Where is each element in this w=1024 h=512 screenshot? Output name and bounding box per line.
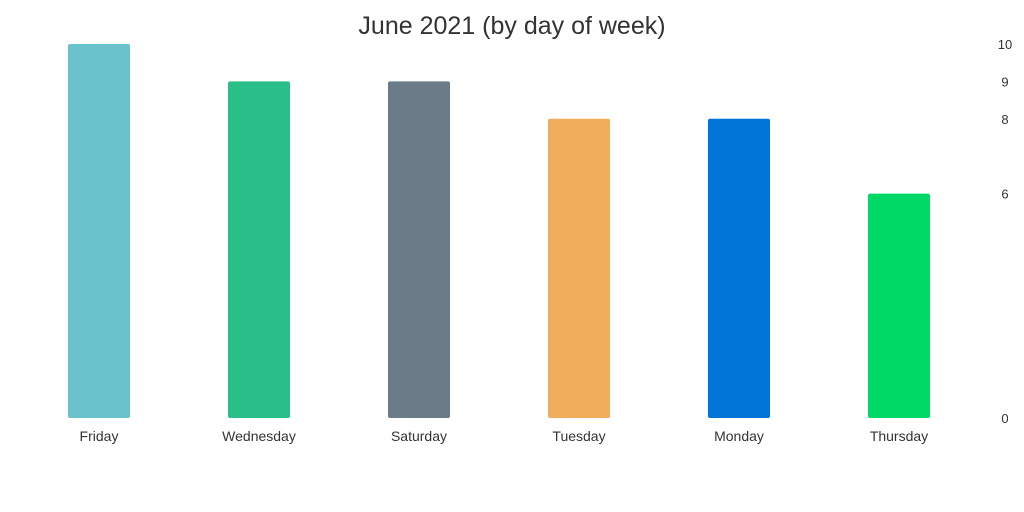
y-tick-label: 10 — [998, 37, 1012, 52]
x-tick-label: Saturday — [391, 428, 447, 444]
y-tick-label: 6 — [1001, 187, 1008, 202]
x-tick-label: Thursday — [870, 428, 928, 444]
bar-wednesday — [228, 81, 290, 419]
chart-title: June 2021 (by day of week) — [358, 12, 666, 40]
x-tick-label: Tuesday — [552, 428, 605, 444]
bar-tuesday — [548, 118, 610, 419]
y-tick-label: 9 — [1001, 74, 1008, 89]
y-tick-label: 8 — [1001, 112, 1008, 127]
bar-monday — [708, 118, 770, 419]
x-tick-label: Wednesday — [222, 428, 296, 444]
x-tick-label: Monday — [714, 428, 764, 444]
y-tick-label: 0 — [1001, 411, 1008, 426]
bar-friday — [68, 44, 130, 418]
x-tick-label: Friday — [80, 428, 119, 444]
bar-saturday — [388, 81, 450, 419]
bar-thursday — [868, 193, 930, 418]
